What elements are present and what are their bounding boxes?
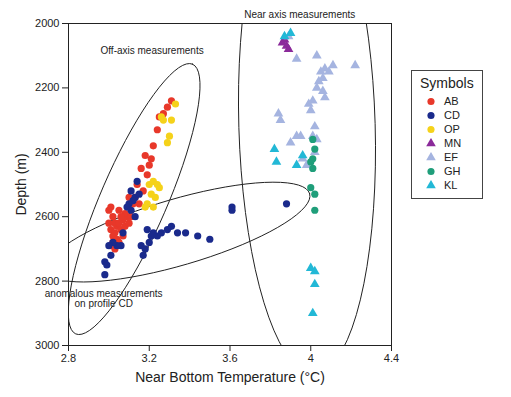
html-text:AB: AB	[444, 95, 459, 107]
html-text:Symbols: Symbols	[420, 75, 474, 91]
svg-text:Near Bottom Temperature (°C): Near Bottom Temperature (°C)	[135, 369, 325, 385]
svg-text:3.6: 3.6	[222, 352, 237, 364]
html-text:EF: EF	[444, 151, 459, 163]
html-text:KL: KL	[444, 179, 458, 191]
svg-text:3000: 3000	[35, 339, 59, 351]
svg-text:3.2: 3.2	[142, 352, 157, 364]
svg-text:4.4: 4.4	[384, 352, 399, 364]
html-text:CD: CD	[444, 109, 460, 121]
svg-text:2000: 2000	[35, 17, 59, 29]
svg-text:Off-axis measurements: Off-axis measurements	[100, 45, 203, 56]
svg-text:anomalous measurementson profi: anomalous measurementson profile CD	[45, 288, 163, 309]
svg-text:2200: 2200	[35, 81, 59, 93]
svg-text:Depth (m): Depth (m)	[13, 153, 29, 215]
svg-text:Near axis measurements: Near axis measurements	[244, 9, 355, 20]
svg-text:2600: 2600	[35, 210, 59, 222]
html-text:MN: MN	[444, 137, 462, 149]
html-text:GH: GH	[444, 165, 461, 177]
svg-text:2800: 2800	[35, 275, 59, 287]
svg-text:2400: 2400	[35, 146, 59, 158]
html-text:OP: OP	[444, 123, 460, 135]
svg-text:2.8: 2.8	[61, 352, 76, 364]
svg-text:4: 4	[308, 352, 314, 364]
